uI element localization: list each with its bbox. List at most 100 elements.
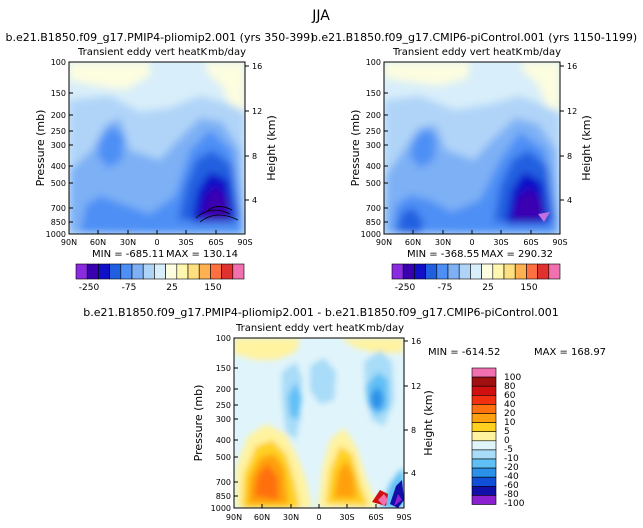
colorbar-swatch [514, 263, 527, 280]
y2-tick-label: 12 [567, 107, 577, 116]
y-axis-label: Pressure (mb) [192, 385, 205, 462]
x-tick-label: 0 [316, 513, 321, 522]
contour-band [234, 338, 300, 360]
colorbar-swatch [471, 376, 497, 387]
colorbar-swatch [232, 263, 245, 280]
x-tick-label: 30S [493, 238, 508, 247]
colorbar-swatch [471, 495, 497, 505]
x-tick-label: 90S [552, 238, 567, 247]
x-axis: 90N 60N 30N 0 30S 60S 90S [226, 504, 412, 522]
y-tick-label: 150 [216, 364, 231, 373]
contour-band [288, 382, 302, 420]
colorbar-swatch [471, 367, 497, 378]
y-tick-label: 400 [366, 162, 381, 171]
x-tick-label: 90N [61, 238, 77, 247]
y-axis-right: Height (km) 16 12 8 4 [560, 62, 593, 205]
y-axis-right: Height (km) 16 12 8 4 [245, 62, 278, 205]
colorbar-swatch [471, 467, 497, 478]
y2-axis-label: Height (km) [422, 390, 435, 456]
y-tick-label: 100 [51, 58, 66, 67]
colorbar-swatch [471, 422, 497, 433]
x-tick-label: 60S [208, 238, 223, 247]
x-tick-label: 90N [376, 238, 392, 247]
colorbar [75, 263, 245, 280]
x-tick-label: 60N [90, 238, 106, 247]
colorbar-label: 25 [166, 283, 177, 293]
y-tick-label: 300 [216, 415, 231, 424]
y2-tick-label: 16 [567, 62, 577, 71]
colorbar [391, 263, 561, 280]
colorbar-label: 0 [504, 436, 510, 446]
x-tick-label: 60N [405, 238, 421, 247]
colorbar-label: -40 [504, 472, 519, 482]
y-tick-label: 300 [366, 141, 381, 150]
colorbar-swatch [210, 263, 222, 280]
y-axis-label: Pressure (mb) [34, 110, 47, 187]
colorbar-swatch [198, 263, 211, 280]
colorbar-label: -20 [504, 463, 519, 473]
y-tick-label: 300 [51, 141, 66, 150]
y-axis-left: Pressure (mb) 100 150 200 250 300 400 50… [349, 58, 388, 239]
y2-tick-label: 12 [411, 382, 421, 391]
x-axis: 90N 60N 30N 0 30S 60S 90S [61, 230, 253, 247]
contour-band [200, 186, 230, 222]
colorbar-swatch [537, 263, 550, 280]
colorbar-label: 150 [204, 283, 221, 293]
y-tick-label: 1000 [361, 230, 381, 239]
colorbar-swatch [471, 431, 497, 442]
contour-band [410, 128, 436, 168]
colorbar-label: 60 [504, 391, 516, 401]
min-value: MIN = -614.52 [428, 347, 500, 358]
colorbar-swatch [436, 263, 449, 280]
contour-field [69, 62, 245, 234]
panel-difference: b.e21.B1850.f09_g17.PMIP4-pliomip2.001 -… [83, 306, 606, 522]
panel-pliomip: b.e21.B1850.f09_g17.PMIP4-pliomip2.001 (… [6, 31, 315, 293]
contour-band [310, 358, 336, 404]
y-tick-label: 200 [216, 385, 231, 394]
contour-band [340, 338, 404, 354]
colorbar-swatch [481, 263, 494, 280]
x-tick-label: 0 [154, 238, 159, 247]
x-tick-label: 30N [435, 238, 451, 247]
y2-tick-label: 12 [252, 107, 262, 116]
y-tick-label: 1000 [211, 504, 231, 513]
y-tick-label: 250 [216, 401, 231, 410]
colorbar-label: -80 [504, 490, 519, 500]
colorbar-swatch [142, 263, 155, 280]
colorbar-swatch [75, 263, 88, 280]
min-value: MIN = -685.11 [92, 249, 164, 260]
panel-title: b.e21.B1850.f09_g17.PMIP4-pliomip2.001 (… [6, 31, 315, 44]
y-tick-label: 850 [51, 218, 66, 227]
colorbar-swatch [471, 440, 497, 451]
y-axis-left: Pressure (mb) 100 150 200 250 300 400 50… [192, 334, 238, 513]
x-tick-label: 60N [254, 513, 270, 522]
x-tick-label: 60S [523, 238, 538, 247]
y-tick-label: 500 [366, 179, 381, 188]
colorbar-swatch [187, 263, 200, 280]
colorbar-swatch [447, 263, 460, 280]
colorbar-swatch [391, 263, 404, 280]
y-tick-label: 700 [366, 204, 381, 213]
y-tick-label: 400 [216, 436, 231, 445]
y-tick-label: 100 [366, 58, 381, 67]
colorbar-swatch [471, 413, 497, 423]
contour-line [195, 206, 239, 223]
x-tick-label: 90S [396, 513, 411, 522]
colorbar-swatch [492, 263, 505, 280]
x-axis: 90N 60N 30N 0 30S 60S 90S [376, 230, 568, 247]
y-tick-label: 200 [366, 111, 381, 120]
y2-tick-label: 8 [567, 152, 572, 161]
colorbar-swatch [154, 263, 166, 280]
colorbar-swatch [471, 485, 497, 496]
colorbar-swatch [165, 263, 178, 280]
y-tick-label: 150 [366, 89, 381, 98]
colorbar-swatch [131, 263, 144, 280]
page-title: JJA [311, 8, 330, 24]
colorbar-label: -250 [395, 283, 416, 293]
max-value: MAX = 168.97 [534, 347, 606, 358]
x-tick-label: 90N [226, 513, 242, 522]
y-tick-label: 100 [216, 334, 231, 343]
contour-band [538, 212, 550, 222]
max-value: MAX = 130.14 [166, 249, 238, 260]
panel-subtitle-left: Transient eddy vert heatK [77, 47, 208, 58]
